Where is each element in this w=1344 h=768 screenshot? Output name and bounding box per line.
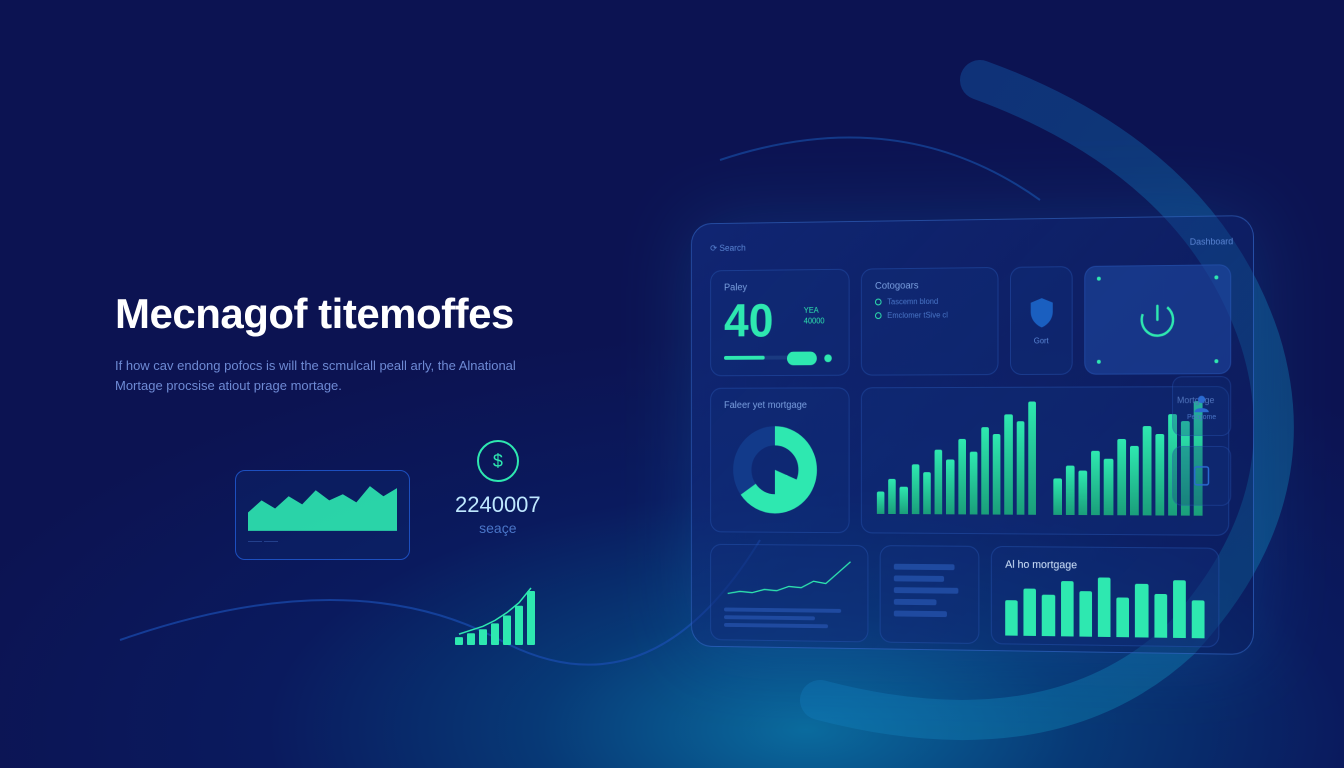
tile-shield[interactable]: Gort bbox=[1010, 266, 1073, 375]
tile-main-metric[interactable]: Paley 40 YEA 40000 bbox=[710, 269, 849, 377]
tile-categories[interactable]: Cotogoars Tascemn blond Emclomer tSive c… bbox=[861, 267, 999, 376]
panel-side-column: Pecgome bbox=[1172, 376, 1231, 506]
growth-mini-chart bbox=[455, 585, 545, 650]
metric-side-top: YEA bbox=[804, 305, 825, 316]
al-title: Al ho mortgage bbox=[1005, 559, 1204, 573]
tile-power[interactable] bbox=[1084, 264, 1231, 374]
tile-text-rows bbox=[880, 545, 980, 644]
hero-section: Mecnagof titemoffes If how cav endong po… bbox=[115, 290, 595, 395]
bar-group-1 bbox=[877, 402, 1036, 515]
panel-top-right: Dashboard bbox=[1190, 236, 1233, 255]
categories-title: Cotogoars bbox=[875, 280, 984, 292]
power-icon bbox=[1135, 297, 1180, 343]
category-item: Emclomer tSive cl bbox=[875, 310, 984, 320]
donut-title: Faleer yet mortgage bbox=[724, 400, 836, 411]
mini-area-chart-card: —— —— bbox=[235, 470, 410, 560]
money-stat: $ 2240007 seaçe bbox=[455, 440, 541, 536]
area-chart-icon bbox=[248, 481, 397, 531]
line-chart-icon bbox=[724, 556, 854, 600]
doc-icon bbox=[1193, 465, 1211, 487]
hero-subtitle: If how cav endong pofocs is will the scm… bbox=[115, 356, 555, 395]
shield-label: Gort bbox=[1034, 336, 1049, 345]
shield-icon bbox=[1028, 296, 1055, 328]
al-bars bbox=[1005, 577, 1204, 639]
dollar-icon: $ bbox=[477, 440, 519, 482]
category-item: Tascemn blond bbox=[875, 297, 984, 307]
status-dot bbox=[824, 354, 831, 362]
hero-title: Mecnagof titemoffes bbox=[115, 290, 595, 338]
donut-chart-icon bbox=[724, 417, 826, 524]
mini-card-footer: —— —— bbox=[248, 538, 397, 545]
side-box-people[interactable]: Pecgome bbox=[1172, 376, 1231, 436]
dashboard-panel: ⟳ Search Dashboard Paley 40 YEA 40000 Co… bbox=[691, 215, 1254, 655]
metric-side-bottom: 40000 bbox=[804, 316, 825, 327]
tile-al-mortgage[interactable]: Al ho mortgage bbox=[991, 546, 1220, 648]
people-icon bbox=[1191, 392, 1213, 414]
money-label: seaçe bbox=[455, 520, 541, 536]
pill-toggle[interactable] bbox=[787, 352, 817, 366]
panel-top-left: ⟳ Search bbox=[710, 243, 746, 261]
tile-line-chart[interactable] bbox=[710, 544, 868, 643]
money-value: 2240007 bbox=[455, 492, 541, 518]
metric-title: Paley bbox=[724, 282, 836, 294]
side-box-doc[interactable] bbox=[1172, 446, 1231, 506]
tile-donut-chart[interactable]: Faleer yet mortgage bbox=[710, 387, 849, 533]
